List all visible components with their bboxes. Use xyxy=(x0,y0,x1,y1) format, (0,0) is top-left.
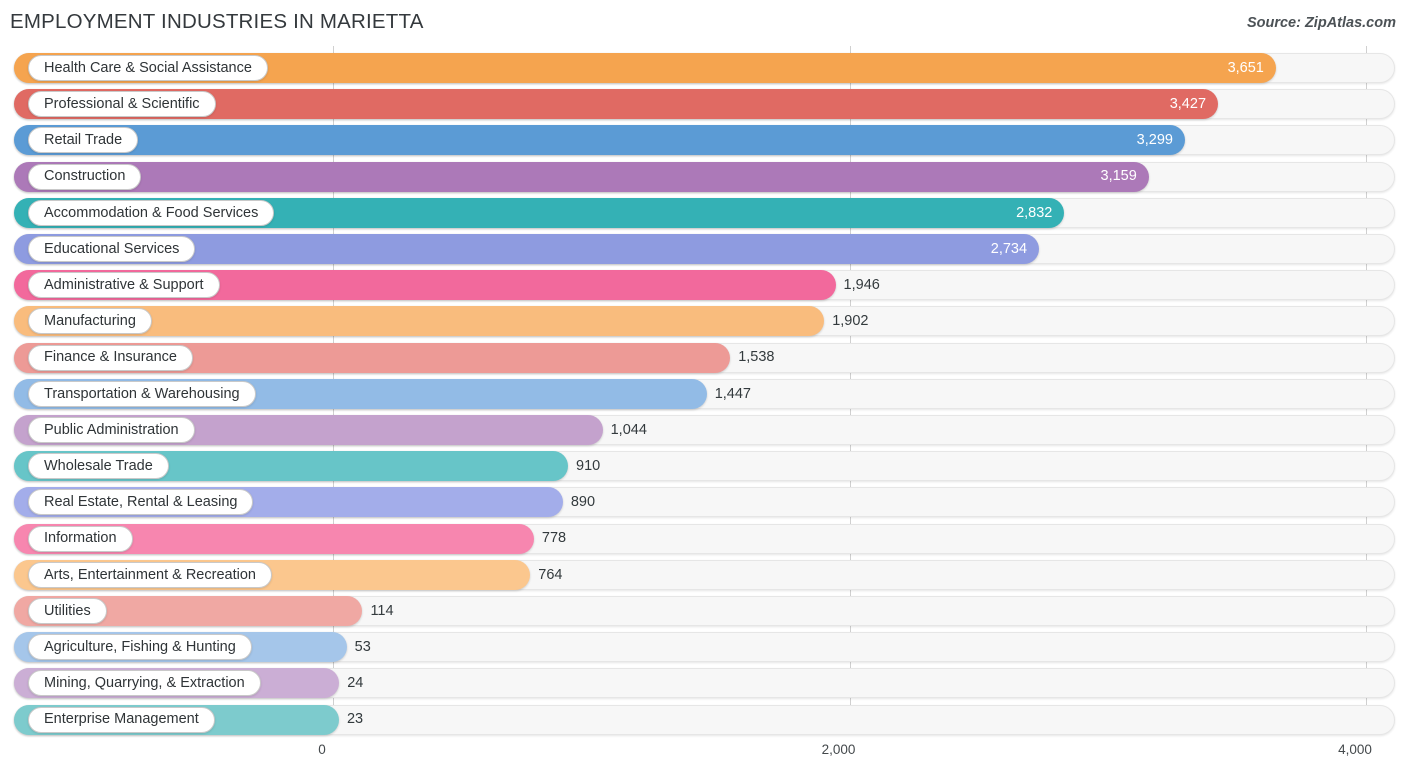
category-label-pill[interactable]: Wholesale Trade xyxy=(28,453,169,480)
bar-value-label: 1,447 xyxy=(714,385,751,402)
bar-value-label: 764 xyxy=(538,566,563,583)
x-tick-label: 2,000 xyxy=(821,742,856,757)
bar-row: Manufacturing 1,902 xyxy=(0,306,1406,337)
bar-row: Mining, Quarrying, & Extraction 24 xyxy=(0,668,1406,699)
page-title: EMPLOYMENT INDUSTRIES IN MARIETTA xyxy=(10,10,424,33)
bar-value-label: 2,734 xyxy=(990,240,1028,257)
bar[interactable] xyxy=(14,125,1185,156)
category-label: Administrative & Support xyxy=(44,276,204,293)
bar-value-label: 114 xyxy=(370,602,394,619)
bar-value-label: 23 xyxy=(346,711,364,728)
bar-value-label: 890 xyxy=(570,494,596,511)
category-label-pill[interactable]: Manufacturing xyxy=(28,308,152,335)
category-label: Educational Services xyxy=(44,240,180,257)
x-tick-label: 0 xyxy=(318,742,326,757)
category-label: Public Administration xyxy=(44,421,179,438)
source-attribution: Source: ZipAtlas.com xyxy=(1246,15,1396,31)
category-label: Retail Trade xyxy=(44,132,123,149)
category-label: Wholesale Trade xyxy=(44,457,153,474)
category-label: Agriculture, Fishing & Hunting xyxy=(44,638,236,655)
bar-value-label: 1,902 xyxy=(832,313,869,330)
category-label-pill[interactable]: Finance & Insurance xyxy=(28,344,193,371)
category-label: Utilities xyxy=(44,602,91,619)
category-label-pill[interactable]: Public Administration xyxy=(28,417,195,443)
category-label-pill[interactable]: Agriculture, Fishing & Hunting xyxy=(28,634,252,661)
bar-value-label: 3,299 xyxy=(1136,132,1173,149)
category-label: Health Care & Social Assistance xyxy=(44,59,252,76)
bar-value-label: 1,538 xyxy=(738,349,775,366)
bar-value-label: 1,946 xyxy=(843,276,880,293)
bar-value-label: 53 xyxy=(354,638,371,655)
category-label: Real Estate, Rental & Leasing xyxy=(44,494,238,511)
category-label: Transportation & Warehousing xyxy=(44,385,240,402)
bar-row: Information 778 xyxy=(0,523,1406,554)
category-label-pill[interactable]: Professional & Scientific xyxy=(28,91,216,118)
bar-value-label: 2,832 xyxy=(1016,204,1053,221)
bar-row: Retail Trade 3,299 xyxy=(0,125,1406,156)
category-label: Mining, Quarrying, & Extraction xyxy=(44,675,245,692)
x-tick-label: 4,000 xyxy=(1338,742,1372,757)
category-label: Manufacturing xyxy=(44,313,136,330)
category-label: Enterprise Management xyxy=(44,711,199,728)
bar-value-label: 1,044 xyxy=(610,421,647,438)
category-label: Information xyxy=(44,530,117,547)
bar-row: Finance & Insurance 1,538 xyxy=(0,342,1406,373)
bar-row: Utilities 114 xyxy=(0,596,1406,626)
bar-value-label: 24 xyxy=(347,675,364,692)
bar-row: Wholesale Trade 910 xyxy=(0,451,1406,482)
bar-value-label: 778 xyxy=(541,530,567,547)
bar-row: Construction 3,159 xyxy=(0,161,1406,192)
category-label-pill[interactable]: Utilities xyxy=(28,598,107,624)
bar-row: Agriculture, Fishing & Hunting 53 xyxy=(0,632,1406,663)
category-label: Professional & Scientific xyxy=(44,95,200,112)
plot-area: Health Care & Social Assistance 3,651 Prof… xyxy=(0,46,1406,735)
category-label: Arts, Entertainment & Recreation xyxy=(44,566,256,583)
bar-row: Real Estate, Rental & Leasing 890 xyxy=(0,487,1406,518)
bar-row: Arts, Entertainment & Recreation 764 xyxy=(0,559,1406,590)
category-label: Finance & Insurance xyxy=(44,349,177,366)
category-label: Construction xyxy=(44,168,126,185)
category-label-pill[interactable]: Accommodation & Food Services xyxy=(28,199,275,226)
category-label-pill[interactable]: Transportation & Warehousing xyxy=(28,380,256,407)
bar-row: Educational Services 2,734 xyxy=(0,234,1406,264)
bar-value-label: 910 xyxy=(576,457,601,474)
bar[interactable] xyxy=(14,161,1149,192)
category-label-pill[interactable]: Administrative & Support xyxy=(28,272,220,299)
bar-row: Transportation & Warehousing 1,447 xyxy=(0,378,1406,409)
category-label-pill[interactable]: Educational Services xyxy=(28,236,196,262)
bar-row: Enterprise Management 23 xyxy=(0,704,1406,735)
category-label-pill[interactable]: Health Care & Social Assistance xyxy=(28,55,268,81)
category-label-pill[interactable]: Real Estate, Rental & Leasing xyxy=(28,489,254,516)
bar-row: Public Administration 1,044 xyxy=(0,415,1406,445)
bar-row: Administrative & Support 1,946 xyxy=(0,270,1406,301)
bar-value-label: 3,159 xyxy=(1100,168,1137,185)
category-label-pill[interactable]: Arts, Entertainment & Recreation xyxy=(28,561,272,588)
bar-value-label: 3,427 xyxy=(1169,95,1207,112)
category-label: Accommodation & Food Services xyxy=(44,204,259,221)
category-label-pill[interactable]: Construction xyxy=(28,163,142,190)
category-label-pill[interactable]: Information xyxy=(28,525,133,552)
bar-row: Health Care & Social Assistance 3,651 xyxy=(0,53,1406,83)
bar-row: Accommodation & Food Services 2,832 xyxy=(0,197,1406,228)
category-label-pill[interactable]: Retail Trade xyxy=(28,127,139,154)
x-axis: 0 2,000 4,000 xyxy=(0,734,1406,776)
bar-row: Professional & Scientific 3,427 xyxy=(0,89,1406,120)
category-label-pill[interactable]: Mining, Quarrying, & Extraction xyxy=(28,670,261,697)
bar-value-label: 3,651 xyxy=(1227,59,1264,76)
category-label-pill[interactable]: Enterprise Management xyxy=(28,706,215,733)
